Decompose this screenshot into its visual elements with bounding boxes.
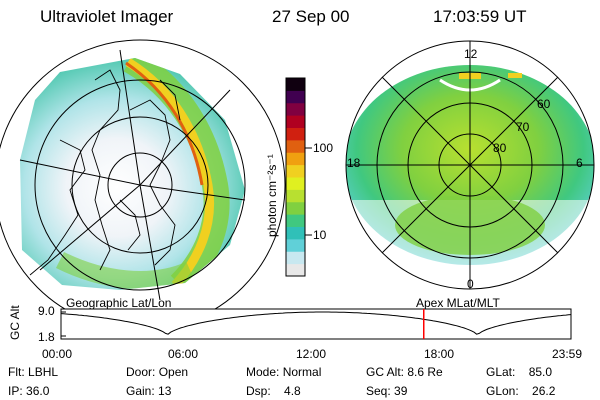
right-panel-caption: Apex MLat/MLT [416, 296, 500, 310]
gc-alt-axis-title: GC Alt [8, 305, 22, 340]
x-tick-0000: 00:00 [42, 347, 73, 361]
gc-alt-field: GC Alt: 8.6 Re [366, 365, 443, 379]
glat-field: GLat: 85.0 [486, 365, 552, 379]
mlt-label-12: 12 [464, 47, 478, 61]
door-field: Door: Open [126, 365, 188, 379]
colorbar-segment [286, 115, 305, 128]
colorbar-segment [286, 90, 305, 104]
glon-label: GLon: [486, 384, 519, 398]
colorbar-segment [286, 238, 305, 252]
colorbar-segment [286, 214, 305, 227]
x-tick-1800: 18:00 [424, 347, 455, 361]
dsp-field: Dsp: 4.8 [246, 384, 301, 398]
colorbar-segment [286, 189, 305, 203]
instrument-title: Ultraviolet Imager [40, 7, 174, 26]
colorbar-segment [286, 78, 305, 91]
filter-field: Flt: LBHL [8, 365, 58, 379]
ip-value: 36.0 [26, 384, 50, 398]
time-label: 17:03:59 UT [433, 7, 527, 26]
seq-value: 39 [394, 384, 408, 398]
colorbar-segment [286, 102, 305, 116]
x-tick-2359: 23:59 [552, 347, 583, 361]
gain-field: Gain: 13 [126, 384, 171, 398]
colorbar-segment [286, 251, 305, 265]
mlt-label-0: 0 [467, 277, 474, 291]
mode-label: Mode: [246, 365, 280, 379]
colorbar-segment [286, 139, 305, 153]
y-tick-9: 9.0 [38, 304, 55, 318]
gain-value: 13 [158, 384, 172, 398]
date-label: 27 Sep 00 [272, 7, 350, 26]
seq-field: Seq: 39 [366, 384, 407, 398]
gc-alt-label: GC Alt: [366, 365, 405, 379]
x-tick-0600: 06:00 [168, 347, 199, 361]
x-tick-1200: 12:00 [296, 347, 327, 361]
gc-alt-value: 8.6 Re [407, 365, 443, 379]
colorbar-segment [286, 177, 305, 190]
left-panel-caption: Geographic Lat/Lon [66, 296, 172, 310]
filter-label: Flt: [8, 365, 25, 379]
colorbar-segment [286, 152, 305, 166]
dsp-label: Dsp: [246, 384, 271, 398]
colorbar-segment [286, 263, 305, 277]
mode-field: Mode: Normal [246, 365, 321, 379]
glon-field: GLon: 26.2 [486, 384, 555, 398]
door-label: Door: [126, 365, 156, 379]
dsp-value: 4.8 [284, 384, 301, 398]
colorbar-segment [286, 127, 305, 141]
glat-value: 85.0 [528, 365, 553, 379]
colorbar-tick-100: 100 [313, 141, 334, 155]
mlat-label-60: 60 [537, 97, 551, 111]
colorbar-tick-10: 10 [313, 228, 327, 242]
mode-value: Normal [282, 365, 322, 379]
glat-label: GLat: [486, 365, 516, 379]
colorbar-segment [286, 164, 305, 178]
gain-label: Gain: [126, 384, 155, 398]
mlat-label-70: 70 [516, 120, 530, 134]
colorbar-segment [286, 226, 305, 240]
mlt-label-18: 18 [347, 156, 361, 170]
mlt-label-6: 6 [576, 156, 583, 170]
ip-label: IP: [8, 384, 23, 398]
altitude-curve [60, 311, 572, 335]
glon-value: 26.2 [532, 384, 556, 398]
ip-field: IP: 36.0 [8, 384, 49, 398]
filter-value: LBHL [28, 365, 59, 379]
seq-label: Seq: [366, 384, 391, 398]
colorbar-segment [286, 201, 305, 215]
door-value: Open [158, 365, 189, 379]
mlat-label-80: 80 [493, 141, 507, 155]
y-tick-1.8: 1.8 [38, 330, 55, 344]
